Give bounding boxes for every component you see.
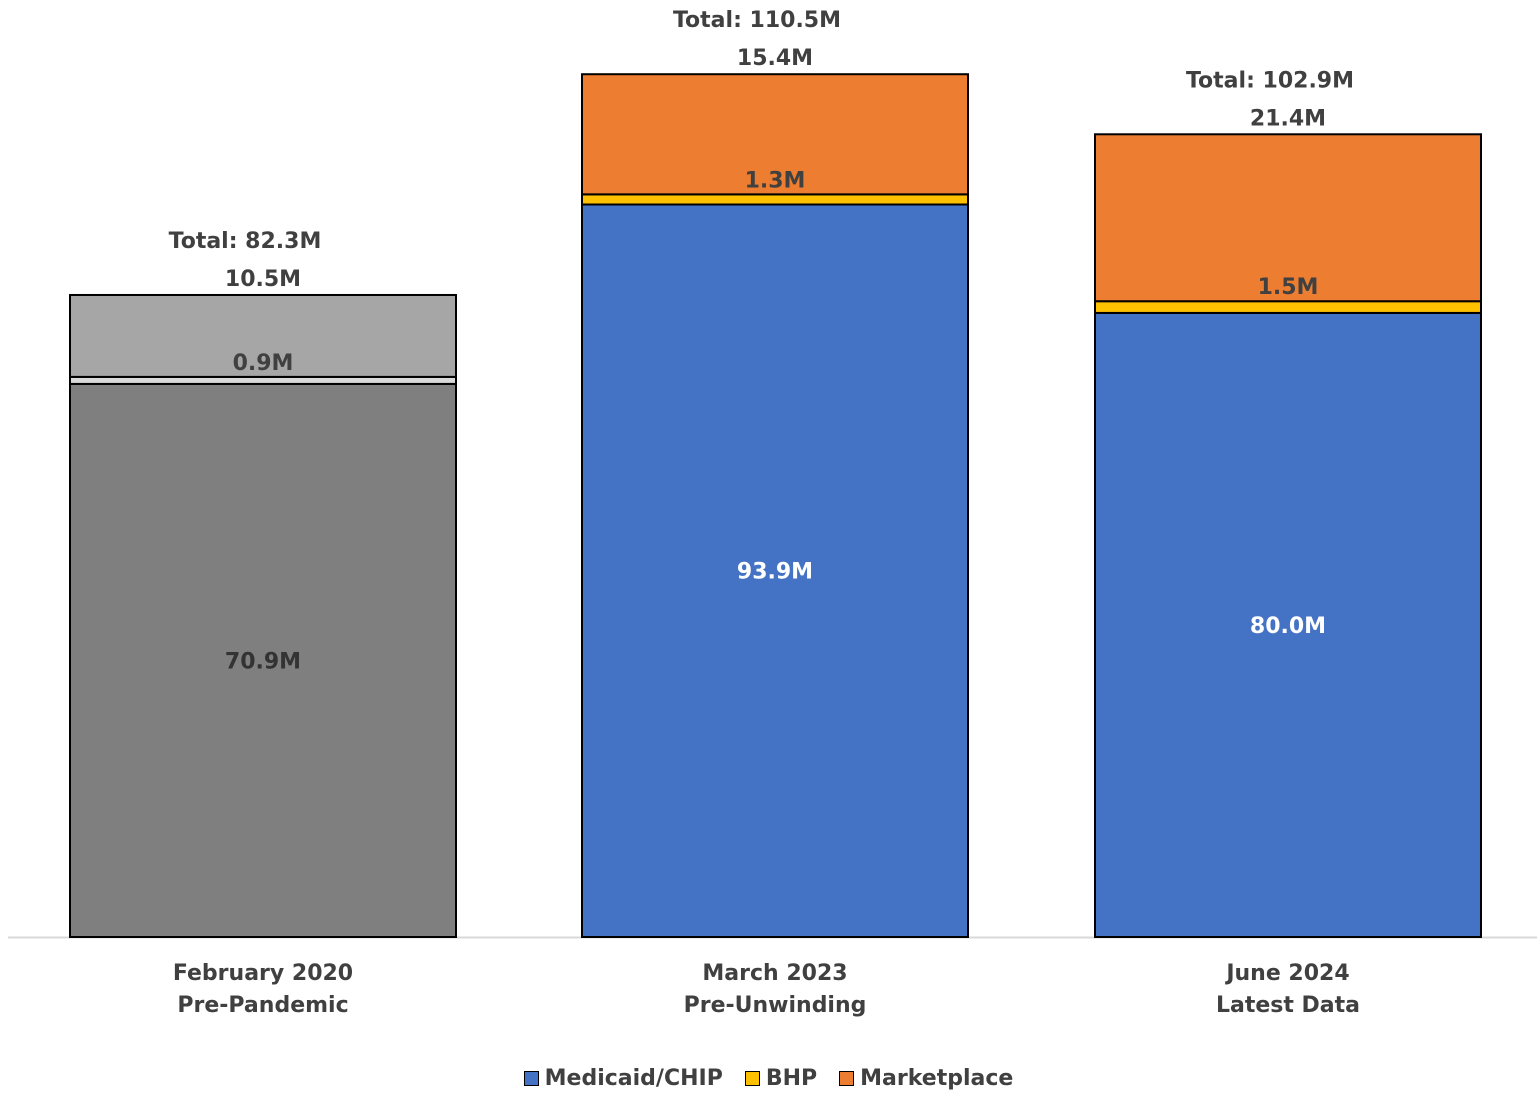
data-label-marketplace-2: 21.4M	[1250, 106, 1326, 131]
chart-legend: Medicaid/CHIP BHP Marketplace	[0, 1062, 1537, 1094]
category-sublabel-1: Pre-Unwinding	[684, 993, 867, 1018]
total-label-1: Total: 110.5M	[673, 8, 841, 33]
bar-marketplace-0	[69, 293, 457, 378]
total-label-2: Total: 102.9M	[1186, 68, 1354, 93]
data-label-medicaid-chip-0: 70.9M	[225, 649, 301, 674]
category-sublabel-0: Pre-Pandemic	[177, 993, 348, 1018]
bar-medicaid-chip-2	[1094, 311, 1482, 938]
legend-item-bhp: BHP	[744, 1065, 818, 1091]
legend-swatch-marketplace	[839, 1070, 855, 1086]
bar-marketplace-1	[581, 73, 969, 196]
category-label-0: February 2020	[173, 961, 353, 986]
legend-label-medicaid-chip: Medicaid/CHIP	[544, 1065, 723, 1091]
data-label-marketplace-1: 15.4M	[737, 46, 813, 71]
category-sublabel-2: Latest Data	[1216, 993, 1360, 1018]
bar-medicaid-chip-1	[581, 203, 969, 939]
data-label-bhp-1: 1.3M	[745, 168, 806, 193]
bar-marketplace-2	[1094, 133, 1482, 303]
legend-label-bhp: BHP	[765, 1065, 818, 1091]
bar-bhp-2	[1094, 300, 1482, 314]
legend-swatch-medicaid-chip	[523, 1070, 539, 1086]
total-label-0: Total: 82.3M	[169, 229, 322, 254]
data-label-medicaid-chip-1: 93.9M	[737, 560, 813, 585]
category-label-2: June 2024	[1224, 961, 1349, 986]
data-label-bhp-2: 1.5M	[1258, 275, 1319, 300]
chart-plot: 70.9M 0.9M 10.5M Total: 82.3M February 2020 P…	[8, 8, 1537, 1018]
data-label-bhp-0: 0.9M	[233, 351, 294, 376]
bar-bhp-1	[581, 193, 969, 206]
legend-swatch-bhp	[744, 1070, 760, 1086]
bar-bhp-0	[69, 375, 457, 385]
data-label-medicaid-chip-2: 80.0M	[1250, 614, 1326, 639]
legend-item-medicaid-chip: Medicaid/CHIP	[523, 1065, 723, 1091]
bar-medicaid-chip-0	[69, 382, 457, 938]
data-label-marketplace-0: 10.5M	[225, 267, 301, 292]
legend-label-marketplace: Marketplace	[860, 1065, 1014, 1091]
category-label-1: March 2023	[702, 961, 847, 986]
legend-item-marketplace: Marketplace	[839, 1066, 1013, 1091]
